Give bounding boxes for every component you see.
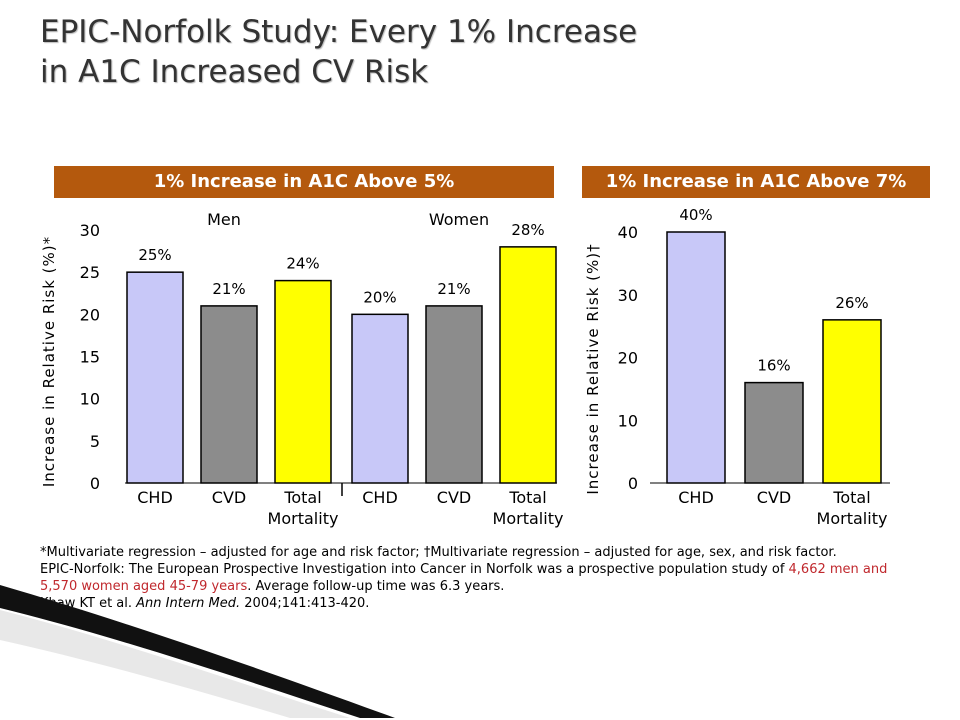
category-label: Mortality	[493, 509, 564, 528]
y-axis-label: Increase in Relative Risk (%)*	[40, 236, 58, 487]
footnote-citation: Khaw KT et al. Ann Intern Med. 2004;141:…	[40, 595, 920, 612]
category-label: Mortality	[268, 509, 339, 528]
citation-ref: 2004;141:413-420.	[240, 596, 370, 611]
y-tick-label: 30	[618, 286, 638, 305]
bar-value-label: 25%	[138, 246, 171, 264]
bar-value-label: 21%	[212, 280, 245, 298]
group-label-men: Men	[207, 210, 241, 229]
y-tick-label: 30	[80, 221, 100, 240]
footnote-followup: . Average follow-up time was 6.3 years.	[247, 579, 505, 594]
y-tick-label: 40	[618, 223, 638, 242]
category-label: CHD	[362, 488, 398, 507]
decorative-swoosh	[0, 585, 395, 718]
banner-above-7: 1% Increase in A1C Above 7%	[582, 166, 930, 198]
slide-title-line-2: in A1C Increased CV Risk	[40, 54, 429, 90]
bar-charts: 0 5 10 15 20 25 30 Increase in Relative Risk (%…	[40, 206, 890, 528]
category-label: Total	[283, 488, 321, 507]
bar-value-label: 28%	[511, 221, 544, 239]
footnote-population: 4,662 men and 5,570 women aged 45-79 yea…	[40, 562, 888, 594]
slide-title-line-1: EPIC-Norfolk Study: Every 1% Increase	[40, 14, 638, 50]
y-tick-label: 5	[90, 432, 100, 451]
bar-above7-chd	[666, 231, 726, 484]
group-label-women: Women	[429, 210, 489, 229]
y-tick-label: 20	[618, 349, 638, 368]
swoosh-light	[0, 610, 350, 718]
footnote-line-1: *Multivariate regression – adjusted for …	[40, 545, 837, 560]
banner-above-5: 1% Increase in A1C Above 5%	[54, 166, 554, 198]
y-tick-label: 20	[80, 305, 100, 324]
category-label: CHD	[678, 488, 714, 507]
y-tick-label: 0	[628, 474, 638, 493]
y-tick-label: 25	[80, 263, 100, 282]
bar-women-total-mortality	[499, 246, 557, 484]
citation-journal: Ann Intern Med.	[136, 596, 241, 611]
bar-value-label: 21%	[437, 280, 470, 298]
bar-men-cvd	[200, 305, 258, 484]
category-label: Total	[832, 488, 870, 507]
y-tick-label: 10	[618, 411, 638, 430]
bar-value-label: 40%	[679, 206, 712, 224]
category-label: CHD	[137, 488, 173, 507]
bar-above7-total-mortality	[822, 319, 882, 484]
category-label: CVD	[757, 488, 791, 507]
bar-value-label: 24%	[286, 255, 319, 273]
bar-women-chd	[351, 313, 409, 484]
bar-men-total-mortality	[274, 279, 332, 484]
category-label: Mortality	[817, 509, 888, 528]
category-label: CVD	[437, 488, 471, 507]
bar-men-chd	[126, 271, 184, 484]
bar-value-label: 16%	[757, 357, 790, 375]
y-tick-label: 0	[90, 474, 100, 493]
category-label: CVD	[212, 488, 246, 507]
footnote: *Multivariate regression – adjusted for …	[40, 544, 920, 612]
bar-value-label: 26%	[835, 294, 868, 312]
bar-value-label: 20%	[363, 288, 396, 306]
bar-above7-cvd	[744, 381, 804, 484]
footnote-study-text: EPIC-Norfolk: The European Prospective I…	[40, 562, 789, 577]
y-tick-label: 15	[80, 348, 100, 367]
y-tick-label: 10	[80, 390, 100, 409]
category-label: Total	[508, 488, 546, 507]
footnote-line-2: EPIC-Norfolk: The European Prospective I…	[40, 561, 920, 595]
slide-title: EPIC-Norfolk Study: Every 1% Increase in…	[40, 12, 920, 92]
swoosh-dark	[0, 585, 395, 718]
y-axis-label: Increase in Relative Risk (%)†	[584, 243, 602, 494]
bar-women-cvd	[425, 305, 483, 484]
